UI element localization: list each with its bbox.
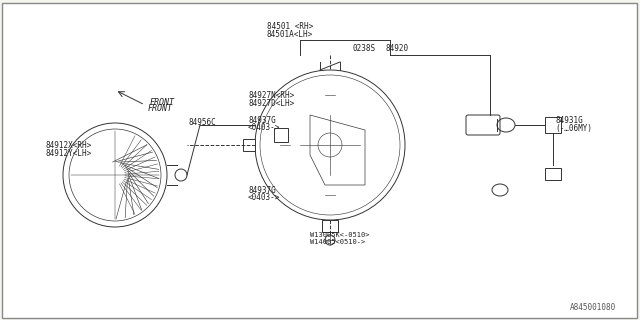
Text: 84927D<LH>: 84927D<LH>: [248, 99, 294, 108]
Text: 84956C: 84956C: [188, 117, 216, 126]
Text: 84912Y<LH>: 84912Y<LH>: [45, 148, 92, 157]
Text: 84912X<RH>: 84912X<RH>: [45, 140, 92, 149]
FancyBboxPatch shape: [2, 3, 637, 318]
Text: A845001080: A845001080: [570, 303, 616, 313]
Text: W13005K<-0510>: W13005K<-0510>: [310, 232, 369, 238]
Text: <0403->: <0403->: [248, 123, 280, 132]
FancyBboxPatch shape: [274, 128, 288, 142]
Text: 84501 <RH>: 84501 <RH>: [267, 21, 313, 30]
FancyBboxPatch shape: [545, 117, 561, 133]
Text: 0238S: 0238S: [352, 44, 375, 52]
Text: FRONT: FRONT: [148, 103, 173, 113]
FancyBboxPatch shape: [545, 168, 561, 180]
FancyBboxPatch shape: [322, 220, 338, 232]
FancyBboxPatch shape: [466, 115, 500, 135]
Text: 84927N<RH>: 84927N<RH>: [248, 91, 294, 100]
Text: <0403->: <0403->: [248, 194, 280, 203]
Text: 84937G: 84937G: [248, 186, 276, 195]
Text: FRONT: FRONT: [150, 98, 175, 107]
Text: 84501A<LH>: 84501A<LH>: [267, 29, 313, 38]
FancyBboxPatch shape: [243, 139, 255, 151]
Text: (-…06MY): (-…06MY): [555, 124, 592, 132]
Text: W14005<0510->: W14005<0510->: [310, 239, 365, 245]
Text: 84931G: 84931G: [555, 116, 583, 124]
Text: 84920: 84920: [385, 44, 408, 52]
Text: 84937G: 84937G: [248, 116, 276, 124]
